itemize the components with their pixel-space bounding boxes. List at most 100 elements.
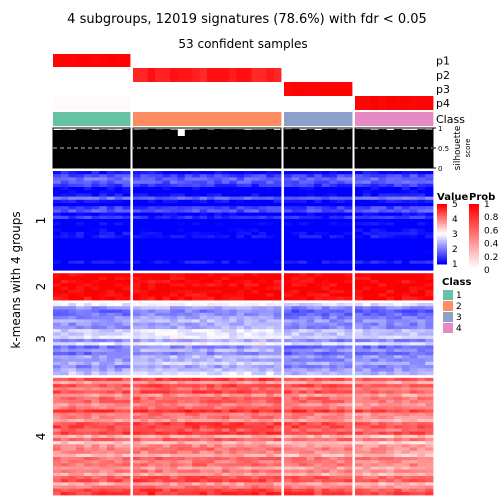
heat-cell (114, 472, 123, 477)
heat-cell (68, 472, 77, 477)
heat-cell (207, 199, 215, 204)
heat-cell (306, 289, 315, 294)
heat-cell (133, 319, 141, 323)
heat-cell (244, 351, 252, 356)
heat-cell (133, 219, 141, 223)
heat-cell (221, 322, 230, 327)
heat-cell (68, 199, 77, 204)
heat-cell (258, 437, 267, 442)
heat-cell (266, 444, 274, 448)
heat-cell (106, 276, 115, 281)
heat-cell (177, 396, 186, 401)
heat-cell (386, 193, 395, 198)
heat-cell (122, 399, 131, 404)
heat-cell (394, 428, 403, 433)
heat-cell (273, 393, 282, 398)
heat-cell (284, 225, 292, 230)
heat-cell (394, 355, 403, 359)
heat-cell (355, 329, 364, 333)
heat-cell (106, 348, 115, 353)
heat-cell (386, 476, 395, 480)
heat-cell (306, 309, 315, 314)
heat-cell (170, 174, 178, 178)
heat-cell (258, 187, 267, 191)
heat-cell (299, 203, 308, 207)
heat-cell (229, 322, 237, 327)
heat-cell (162, 267, 171, 271)
heat-cell (273, 187, 282, 191)
heat-cell (184, 260, 193, 265)
heat-cell (401, 306, 410, 310)
heat-cell (207, 415, 215, 420)
heat-cell (306, 286, 315, 291)
heat-cell (60, 447, 69, 452)
heat-cell (192, 437, 200, 442)
heat-cell (306, 325, 315, 330)
heat-cell (362, 183, 371, 188)
heat-cell (425, 196, 434, 201)
heat-cell (344, 351, 353, 356)
heat-cell (53, 267, 62, 271)
heat-cell (236, 231, 245, 236)
heat-cell (207, 393, 215, 398)
heat-cell (336, 244, 345, 249)
heat-cell (214, 177, 223, 181)
heat-cell (244, 387, 252, 391)
heat-cell (329, 279, 338, 284)
heat-cell (236, 482, 245, 486)
heat-cell (244, 476, 252, 480)
prob-cell-p3 (207, 82, 215, 96)
prob-cell-p4 (401, 96, 410, 110)
heat-cell (184, 335, 193, 340)
heat-cell (299, 228, 308, 233)
heat-cell (236, 251, 245, 255)
heat-cell (329, 431, 338, 436)
heat-cell (162, 418, 171, 423)
heat-cell (192, 377, 200, 382)
heat-cell (162, 251, 171, 255)
heat-cell (251, 335, 260, 340)
heat-cell (184, 409, 193, 414)
heat-cell (299, 403, 308, 407)
heat-cell (417, 409, 426, 414)
heat-cell (207, 463, 215, 467)
heat-cell (207, 412, 215, 417)
heat-cell (133, 434, 141, 439)
heat-cell (133, 342, 141, 346)
heat-cell (184, 412, 193, 417)
heat-cell (284, 177, 292, 181)
heat-cell (378, 335, 387, 340)
heat-cell (91, 338, 100, 343)
heat-cell (76, 228, 85, 233)
heat-cell (244, 231, 252, 236)
prob-cell-p1 (244, 54, 252, 67)
heat-cell (378, 441, 387, 445)
heat-cell (329, 482, 338, 486)
heat-cell (336, 180, 345, 185)
heat-cell (344, 263, 353, 268)
heat-cell (177, 412, 186, 417)
heat-cell (244, 183, 252, 188)
heat-cell (362, 338, 371, 343)
heat-cell (401, 345, 410, 350)
heat-cell (314, 384, 323, 388)
heat-cell (221, 203, 230, 207)
heat-cell (91, 365, 100, 369)
heat-cell (401, 387, 410, 391)
heat-cell (114, 482, 123, 486)
heat-cell (68, 247, 77, 252)
heat-cell (236, 279, 245, 284)
heat-cell (336, 365, 345, 369)
heat-cell (214, 380, 223, 385)
heat-cell (147, 482, 156, 486)
heat-cell (409, 273, 418, 277)
heat-cell (99, 447, 108, 452)
heat-cell (155, 209, 163, 214)
heat-cell (53, 260, 62, 265)
prob-cell-p4 (370, 96, 379, 110)
heat-cell (284, 390, 292, 395)
heat-cell (244, 319, 252, 323)
heat-cell (122, 368, 131, 372)
heat-cell (184, 469, 193, 474)
heat-cell (114, 351, 123, 356)
